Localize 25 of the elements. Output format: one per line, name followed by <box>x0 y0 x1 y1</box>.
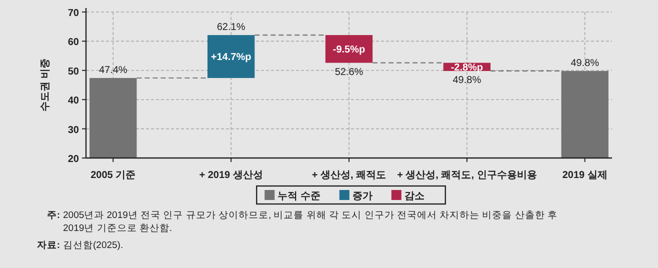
y-tick-label: 40 <box>68 96 80 107</box>
data-label: 49.8% <box>570 58 600 69</box>
legend-label: 증가 <box>352 191 372 202</box>
annotation: 52.6% <box>334 66 364 78</box>
legend-label: 감소 <box>404 191 424 202</box>
x-tick-label: + 생산성, 쾌적도 <box>312 170 386 181</box>
text: 주: 2005년과 2019년 전국 인구 규모가 상이하므로, 비교를 위해 각 도시 인구가 전국에서 차지하는 비중을 산출한 후 2019년 기준으로 환산함. <box>46 210 558 234</box>
annotation: 62.1% <box>216 22 246 34</box>
x-tick-label: 2005 기준 <box>90 170 136 181</box>
legend-label: 누적 수준 <box>278 191 320 202</box>
x-tick-label: 2019 실제 <box>562 170 608 181</box>
text: 자료: 김선함(2025). <box>36 240 124 251</box>
y-tick-label: 60 <box>68 37 80 48</box>
data-label: 47.4% <box>98 64 128 76</box>
data-label: -9.5%p <box>332 44 366 56</box>
x-tick-label: + 2019 생산성 <box>199 170 263 181</box>
x-tick-label: + 생산성, 쾌적도, 인구수용비용 <box>397 170 537 181</box>
y-tick-label: 50 <box>68 66 80 78</box>
y-tick-label: 20 <box>68 154 80 165</box>
data-label: +14.7%p <box>210 52 252 64</box>
y-tick-label: 30 <box>68 124 80 136</box>
annotation: 49.8% <box>452 74 482 86</box>
y-tick-label: 70 <box>68 8 80 19</box>
data-label: -2.8%p <box>450 62 484 74</box>
y-axis-title: 수도권 비중 <box>40 58 51 112</box>
